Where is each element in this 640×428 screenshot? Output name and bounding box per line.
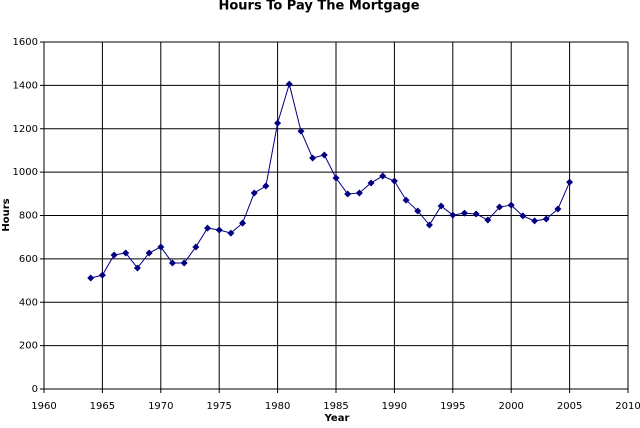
data-point [531,217,539,225]
chart-title: Hours To Pay The Mortgage [218,0,419,14]
x-tick-label: 1970 [148,401,173,412]
x-tick-label: 1960 [31,401,56,412]
x-tick-label: 1985 [323,401,348,412]
data-point [309,154,317,162]
data-point [344,190,352,198]
data-point [239,219,247,227]
y-tick-label: 400 [19,297,38,308]
x-axis-label: Year [324,413,350,424]
data-point [215,226,223,234]
x-tick-label: 1975 [206,401,231,412]
data-point [437,202,445,210]
data-point [507,201,515,209]
data-point [355,189,363,197]
x-tick-label: 1980 [265,401,290,412]
data-point [227,229,235,237]
data-point [204,224,212,232]
data-point [449,211,457,219]
x-tick-label: 2010 [615,401,640,412]
data-point [262,182,270,190]
data-point [145,249,153,257]
data-point [519,212,527,220]
data-point [250,189,258,197]
data-point [460,209,468,217]
data-point [274,119,282,127]
data-point [168,259,176,267]
y-tick-label: 1200 [13,124,38,135]
data-point [472,210,480,218]
data-point [180,259,188,267]
x-tick-label: 2000 [498,401,523,412]
y-tick-label: 600 [19,254,38,265]
data-point [192,243,200,251]
x-tick-label: 2005 [557,401,582,412]
x-tick-label: 1995 [440,401,465,412]
y-tick-label: 0 [32,384,38,395]
data-point [110,251,118,259]
data-point [402,196,410,204]
data-point [390,177,398,185]
y-tick-label: 800 [19,211,38,222]
data-point [484,216,492,224]
data-point [285,80,293,88]
data-point [157,243,165,251]
data-point [379,172,387,180]
data-point [496,203,504,211]
y-tick-label: 1000 [13,167,38,178]
data-point [425,221,433,229]
x-tick-label: 1965 [90,401,115,412]
data-point [87,274,95,282]
y-tick-label: 1600 [13,37,38,48]
data-point [554,205,562,213]
data-point [332,174,340,182]
data-point [133,264,141,272]
y-tick-label: 200 [19,341,38,352]
y-tick-label: 1400 [13,80,38,91]
data-point [297,127,305,135]
data-point [566,178,574,186]
x-tick-label: 1990 [382,401,407,412]
y-axis-label: Hours [1,198,12,231]
data-point [414,207,422,215]
data-point [320,151,328,159]
data-point [542,215,550,223]
data-point [98,271,106,279]
data-line [90,82,571,279]
data-point [122,249,130,257]
data-point [367,179,375,187]
